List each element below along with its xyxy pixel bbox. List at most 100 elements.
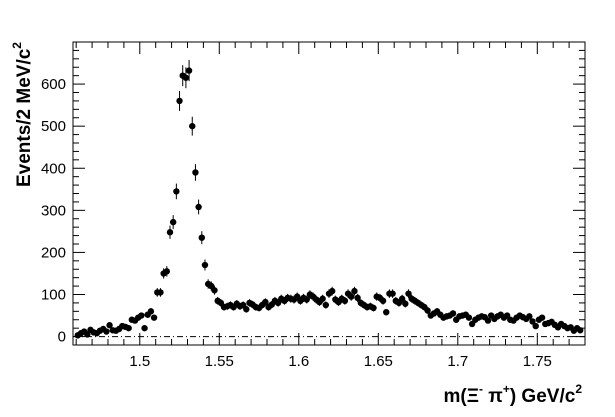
- point-marker: [484, 317, 492, 324]
- data-point: [211, 285, 218, 295]
- point-marker: [383, 308, 390, 316]
- point-marker: [351, 287, 358, 295]
- point-marker: [147, 308, 155, 315]
- data-point: [173, 183, 180, 200]
- data-point: [141, 324, 148, 332]
- data-point: [138, 312, 145, 319]
- data-point: [402, 300, 409, 308]
- point-marker: [185, 67, 193, 74]
- point-marker: [195, 203, 202, 211]
- point-marker: [354, 294, 361, 302]
- data-point: [84, 331, 91, 338]
- point-marker: [405, 290, 412, 297]
- point-marker: [138, 312, 145, 319]
- data-point: [449, 310, 457, 317]
- data-point: [150, 314, 158, 321]
- point-marker: [538, 314, 546, 321]
- point-marker: [189, 122, 196, 130]
- data-point: [176, 90, 183, 111]
- data-point: [383, 308, 390, 316]
- point-marker: [424, 307, 431, 314]
- point-marker: [163, 268, 171, 275]
- x-tick-label: 1.55: [205, 353, 234, 370]
- point-marker: [150, 314, 158, 321]
- point-marker: [348, 293, 355, 300]
- x-tick-label: 1.75: [523, 353, 552, 370]
- point-marker: [173, 188, 180, 195]
- point-marker: [532, 322, 539, 330]
- data-point: [243, 305, 250, 313]
- data-point: [484, 317, 492, 324]
- data-point: [198, 231, 205, 245]
- data-point: [262, 298, 269, 306]
- point-marker: [328, 287, 336, 295]
- point-marker: [379, 297, 387, 305]
- point-marker: [141, 324, 148, 332]
- point-marker: [319, 295, 326, 302]
- data-point: [147, 308, 155, 315]
- data-point: [166, 225, 174, 239]
- tick-labels: 1.5 1.55 1.6 1.65 1.7 1.75 0 100 200 300 400 500 600: [41, 76, 552, 370]
- data-point: [106, 322, 113, 329]
- point-marker: [106, 322, 113, 329]
- point-marker: [465, 314, 473, 321]
- data-point: [405, 289, 412, 298]
- data-point: [379, 296, 387, 305]
- point-marker: [262, 298, 269, 306]
- data-point: [348, 292, 355, 301]
- point-marker: [370, 304, 377, 312]
- data-point: [157, 288, 164, 297]
- point-marker: [182, 74, 190, 81]
- point-marker: [577, 327, 584, 334]
- data-point: [189, 116, 196, 136]
- data-points: [74, 60, 584, 339]
- point-marker: [166, 229, 174, 236]
- data-point: [529, 318, 536, 325]
- data-point: [328, 286, 336, 296]
- point-marker: [84, 331, 91, 338]
- data-point: [465, 314, 473, 321]
- data-point: [103, 328, 110, 335]
- data-point: [195, 199, 202, 215]
- data-point: [370, 304, 377, 312]
- point-marker: [449, 310, 457, 317]
- data-point: [163, 266, 171, 277]
- point-marker: [526, 313, 533, 320]
- axis-ticks: [73, 41, 586, 346]
- point-marker: [176, 97, 183, 105]
- point-marker: [125, 324, 132, 332]
- point-marker: [103, 328, 110, 335]
- y-tick-label: 100: [41, 287, 66, 304]
- data-point: [125, 324, 132, 332]
- data-point: [201, 259, 209, 271]
- point-marker: [389, 290, 396, 297]
- point-marker: [341, 297, 349, 305]
- data-point: [185, 60, 193, 82]
- data-point: [389, 289, 396, 298]
- point-marker: [169, 218, 177, 226]
- data-point: [319, 294, 326, 303]
- y-tick-label: 300: [41, 202, 66, 219]
- y-tick-label: 500: [41, 118, 66, 135]
- x-tick-label: 1.65: [364, 353, 393, 370]
- data-point: [532, 322, 539, 330]
- x-tick-label: 1.5: [129, 353, 150, 370]
- point-marker: [402, 300, 409, 307]
- y-axis-title: Events/2 MeV/c2: [10, 42, 35, 187]
- data-point: [351, 286, 358, 296]
- point-marker: [192, 169, 199, 176]
- data-point: [538, 314, 546, 321]
- y-tick-label: 0: [58, 329, 66, 346]
- y-tick-label: 600: [41, 76, 66, 93]
- point-marker: [157, 289, 164, 296]
- data-point: [526, 313, 533, 320]
- data-point: [169, 215, 177, 230]
- point-marker: [243, 306, 250, 313]
- point-marker: [398, 295, 406, 302]
- x-tick-label: 1.7: [447, 353, 468, 370]
- data-point: [424, 307, 431, 314]
- data-point: [192, 164, 199, 181]
- data-point: [577, 327, 584, 334]
- data-point: [322, 301, 330, 309]
